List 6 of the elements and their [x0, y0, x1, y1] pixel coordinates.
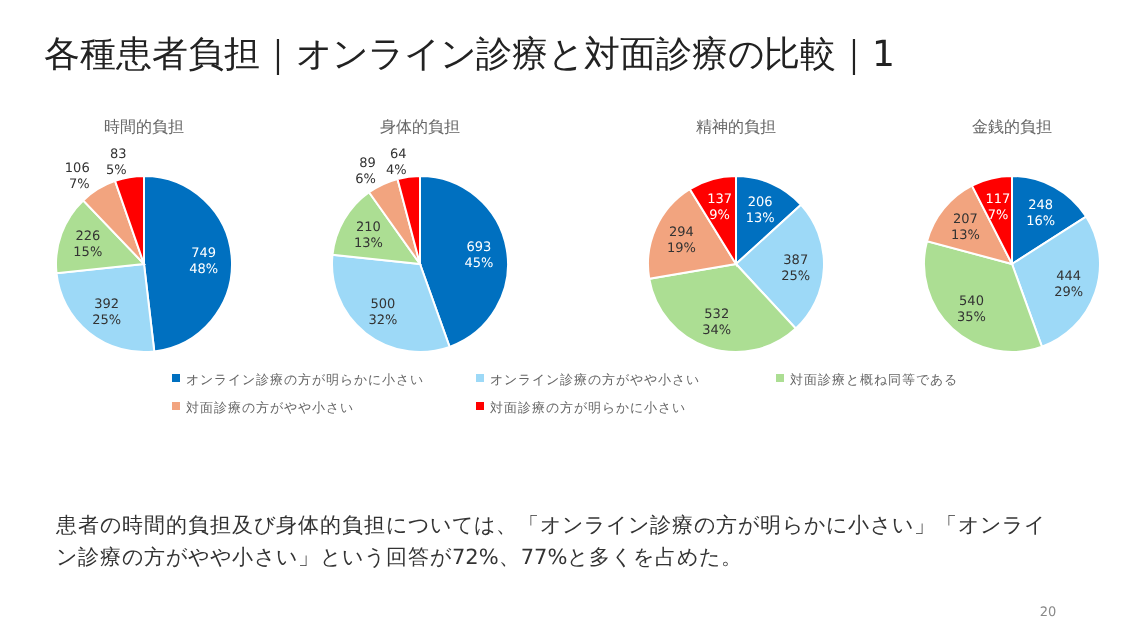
- text: 各種患者負担｜オンライン診療と対面診療の比較｜1: [44, 34, 895, 76]
- chart-title: 精神的負担: [696, 118, 776, 136]
- chart-title: 時間的負担: [104, 118, 184, 136]
- text: 患者の時間的負担及び身体的負担については、「オンライン診療の方が明らかに小さい」「オンライン診療の方がやや小さい」という回答が72%、77%と多くを占めた。: [56, 512, 1048, 574]
- chart-title: 金銭的負担: [972, 118, 1052, 136]
- chart-title: 身体的負担: [380, 118, 460, 136]
